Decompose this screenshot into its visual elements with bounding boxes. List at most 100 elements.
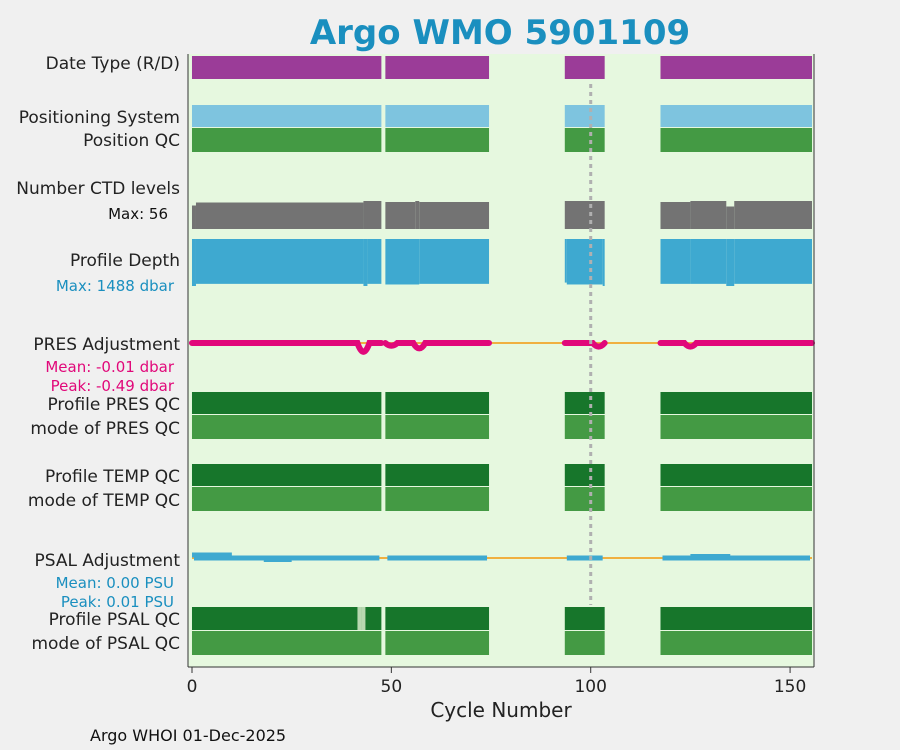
label-profile-temp-qc: Profile TEMP QC [45,467,180,487]
mode-pres-qc-bar [385,415,490,439]
date-type-bar [660,56,813,79]
profile-depth-bar [385,239,420,285]
position-qc-bar [385,128,490,152]
mode-temp-qc-bar [191,487,382,511]
x-tick-label: 50 [381,677,403,697]
label-positioning-system: Positioning System [19,108,180,128]
label-position-qc: Position QC [83,131,180,151]
profile-psal-qc-bar [564,607,605,630]
profile-psal-qc-bar [191,607,382,630]
profile-pres-qc-bar [660,392,813,414]
mode-psal-qc-bar [385,631,490,655]
ctd-level-bar [385,202,416,229]
x-ticks: 0 50 100 150 [187,667,806,697]
date-type-bar [385,56,490,79]
profile-psal-qc-bar [385,607,490,630]
psal-peak: Peak: 0.01 PSU [61,593,174,611]
positioning-system-bar [385,105,490,127]
date-type-bar [191,56,382,79]
profile-pres-qc-bar [385,392,490,414]
profile-depth-bar [566,239,603,285]
profile-temp-qc-bar [660,464,813,486]
profile-temp-qc-bar [385,464,490,486]
mode-pres-qc-bar [191,415,382,439]
psal-qc-flag [357,607,362,630]
ctd-level-bar [191,205,196,229]
label-mode-temp-qc: mode of TEMP QC [28,491,180,511]
label-pres-adjustment: PRES Adjustment [33,335,180,355]
x-tick-label: 100 [574,677,606,697]
position-qc-bar [660,128,813,152]
label-profile-depth: Profile Depth [70,251,180,271]
ctd-level-bar [734,201,813,229]
positioning-system-bar [191,105,382,127]
profile-depth-bar [660,239,691,284]
pres-peak: Peak: -0.49 dbar [51,377,175,395]
chart-marks [188,56,816,655]
psal-adjustment-line [662,555,811,561]
psal-adjustment-line [387,555,488,561]
profile-depth-bar [734,239,813,284]
pres-adjustment-line [188,340,385,355]
profile-depth-bar [191,239,196,286]
pres-adjustment-line [657,340,816,350]
pres-adjustment-line [561,340,608,350]
label-mode-psal-qc: mode of PSAL QC [31,634,180,654]
psal-qc-flag [361,607,366,630]
plot-area [188,54,814,667]
mode-psal-qc-bar [660,631,813,655]
ctd-level-bar [415,201,420,229]
mode-temp-qc-bar [660,487,813,511]
profile-depth-bar [367,239,382,284]
ctd-level-bar [419,202,490,229]
label-ctd-levels: Number CTD levels [16,179,180,199]
profile-temp-qc-bar [564,464,605,486]
ctd-level-bar [690,201,727,229]
mode-pres-qc-bar [660,415,813,439]
ctd-level-bar [726,206,735,229]
mode-psal-qc-bar [191,631,382,655]
profile-depth-bar [195,239,364,284]
ctd-level-bar [660,202,691,229]
pres-adjustment-line [382,340,493,352]
ctd-level-bar [195,202,364,229]
chart-title: Argo WMO 5901109 [310,13,690,53]
x-tick-label: 150 [774,677,806,697]
position-qc-bar [191,128,382,152]
profile-psal-qc-bar [660,607,813,630]
psal-adjustment-bump [191,552,232,558]
profile-pres-qc-bar [191,392,382,414]
mode-temp-qc-bar [564,487,605,511]
psal-adjustment-bump [690,554,731,559]
ctd-levels-max: Max: 56 [108,205,168,223]
mode-psal-qc-bar [564,631,605,655]
psal-adjustment-bump [263,557,292,562]
profile-depth-bar [564,239,567,283]
profile-depth-bar [726,239,735,286]
label-psal-adjustment: PSAL Adjustment [35,551,181,571]
label-profile-pres-qc: Profile PRES QC [47,395,180,415]
x-tick-label: 0 [187,677,198,697]
psal-adjustment-line [566,555,603,561]
pres-mean: Mean: -0.01 dbar [45,358,175,376]
label-profile-psal-qc: Profile PSAL QC [49,610,180,630]
positioning-system-bar [660,105,813,127]
mode-temp-qc-bar [385,487,490,511]
mode-pres-qc-bar [564,415,605,439]
position-qc-bar [564,128,605,152]
profile-depth-bar [363,239,368,286]
profile-depth-bar [602,239,605,286]
profile-pres-qc-bar [564,392,605,414]
ctd-level-bar [363,201,382,229]
positioning-system-bar [564,105,605,127]
date-type-bar [564,56,605,79]
profile-depth-bar [690,239,727,284]
label-mode-pres-qc: mode of PRES QC [30,419,180,439]
profile-temp-qc-bar [191,464,382,486]
x-axis-label: Cycle Number [430,698,572,722]
ctd-level-bar [564,201,605,229]
profile-depth-bar [419,239,490,284]
label-date-type: Date Type (R/D) [46,54,180,74]
psal-mean: Mean: 0.00 PSU [56,574,174,592]
